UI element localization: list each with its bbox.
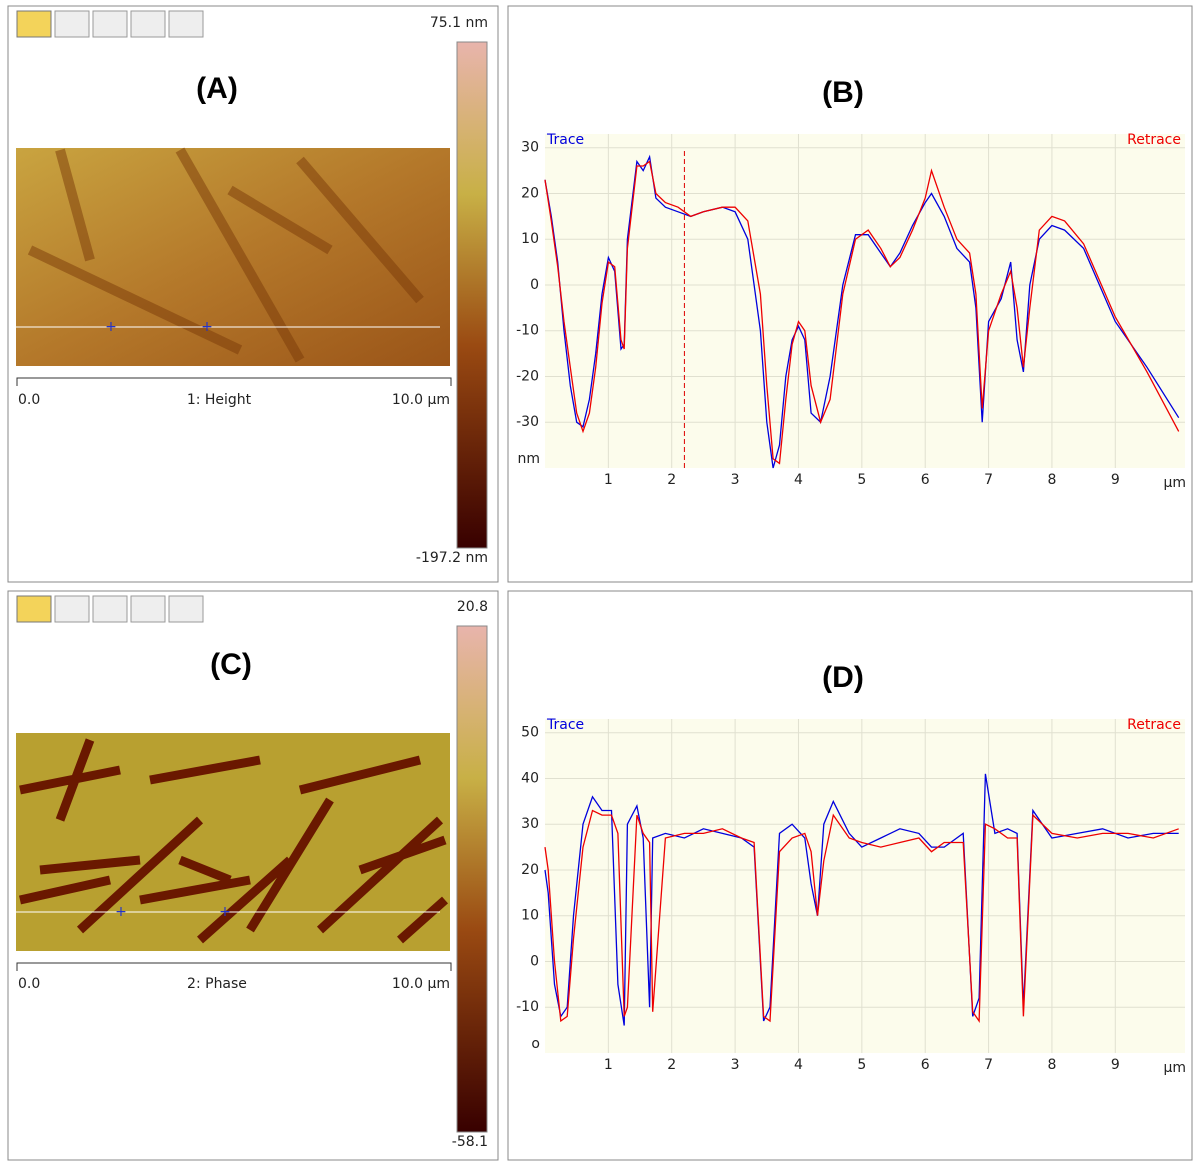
y-tick-label: 30 [521,816,539,832]
x-tick-label: 5 [857,472,866,488]
colorbar [456,625,488,1133]
y-tick-label: -20 [516,368,539,384]
x-tick-label: 2 [667,1057,676,1073]
y-tick-label: 40 [521,770,539,786]
x-tick-label: 8 [1047,1057,1056,1073]
toolbar [16,10,204,38]
ruler-button[interactable] [16,10,52,38]
y-tick-label: 10 [521,908,539,924]
plot-area [545,719,1185,1053]
y-tick-label: 20 [521,862,539,878]
x-tick-label: 1 [604,472,613,488]
x-tick-label: 9 [1111,1057,1120,1073]
x-tick-label: 8 [1047,472,1056,488]
colorbar-min: -58.1 [452,1134,488,1150]
y-tick-label: 30 [521,140,539,156]
x-tick-label: 6 [921,1057,930,1073]
zoom-out-button[interactable] [168,595,204,623]
x-tick-label: 6 [921,472,930,488]
cursor-cross: + [219,904,231,920]
ruler-button[interactable] [16,595,52,623]
x-tick-label: 5 [857,1057,866,1073]
y-tick-label: -10 [516,999,539,1015]
zoom-out-button[interactable] [168,10,204,38]
scale-end: 10.0 µm [392,976,450,992]
x-tick-label: 3 [731,1057,740,1073]
scale-bar [16,377,452,386]
data-line [544,809,1179,1023]
chart-title: (D) [822,661,864,694]
colorbar-min: -197.2 nm [416,550,488,566]
image-feature [19,738,448,944]
x-tick-label: 7 [984,1057,993,1073]
chart-title: (B) [822,76,864,109]
zoom-button[interactable] [92,10,128,38]
plot-area [545,134,1185,468]
toolbar [16,595,204,623]
image-panel: (A) + + 0.0 1: Height 10.0 µm 75.1 nm -1… [16,10,488,566]
legend-label: Retrace [1127,717,1181,733]
y-tick-label: -30 [516,414,539,430]
scale-end: 10.0 µm [392,392,450,408]
cursor-cross: + [201,319,213,335]
x-tick-label: 2 [667,472,676,488]
zoom-in-button[interactable] [130,10,166,38]
x-tick-label: 7 [984,472,993,488]
cursor-cross: + [105,319,117,335]
x-tick-label: 4 [794,1057,803,1073]
x-tick-label: 9 [1111,472,1120,488]
channel-label: 1: Height [187,392,252,408]
panel-label: (A) [196,72,238,105]
scale-start: 0.0 [18,976,40,992]
pan-button[interactable] [54,595,90,623]
channel-label: 2: Phase [187,976,247,992]
y-tick-label: 20 [521,185,539,201]
zoom-button[interactable] [92,595,128,623]
data-line [544,773,1179,1026]
x-unit: µm [1163,475,1186,491]
image-panel: (C) + + 0.0 2: Phase 10.0 µm 20.8 -58.1 [16,595,488,1150]
pan-button[interactable] [54,10,90,38]
legend-label: Trace [546,717,584,733]
y-tick-label: 10 [521,231,539,247]
x-tick-label: 1 [604,1057,613,1073]
y-unit: o [531,1036,540,1052]
colorbar-max: 20.8 [457,599,488,615]
y-tick-label: -10 [516,323,539,339]
legend-label: Trace [546,132,584,148]
y-unit: nm [517,451,540,467]
zoom-in-button[interactable] [130,595,166,623]
x-tick-label: 4 [794,472,803,488]
y-tick-label: 0 [530,953,539,969]
colorbar [456,41,488,549]
scale-bar [16,962,452,971]
colorbar-max: 75.1 nm [430,15,488,31]
x-unit: µm [1163,1060,1186,1076]
scale-start: 0.0 [18,392,40,408]
x-tick-label: 3 [731,472,740,488]
cursor-cross: + [115,904,127,920]
legend-label: Retrace [1127,132,1181,148]
data-line [544,160,1180,465]
image-feature [27,147,424,363]
y-tick-label: 50 [521,725,539,741]
y-tick-label: 0 [530,277,539,293]
panel-label: (C) [210,648,252,681]
